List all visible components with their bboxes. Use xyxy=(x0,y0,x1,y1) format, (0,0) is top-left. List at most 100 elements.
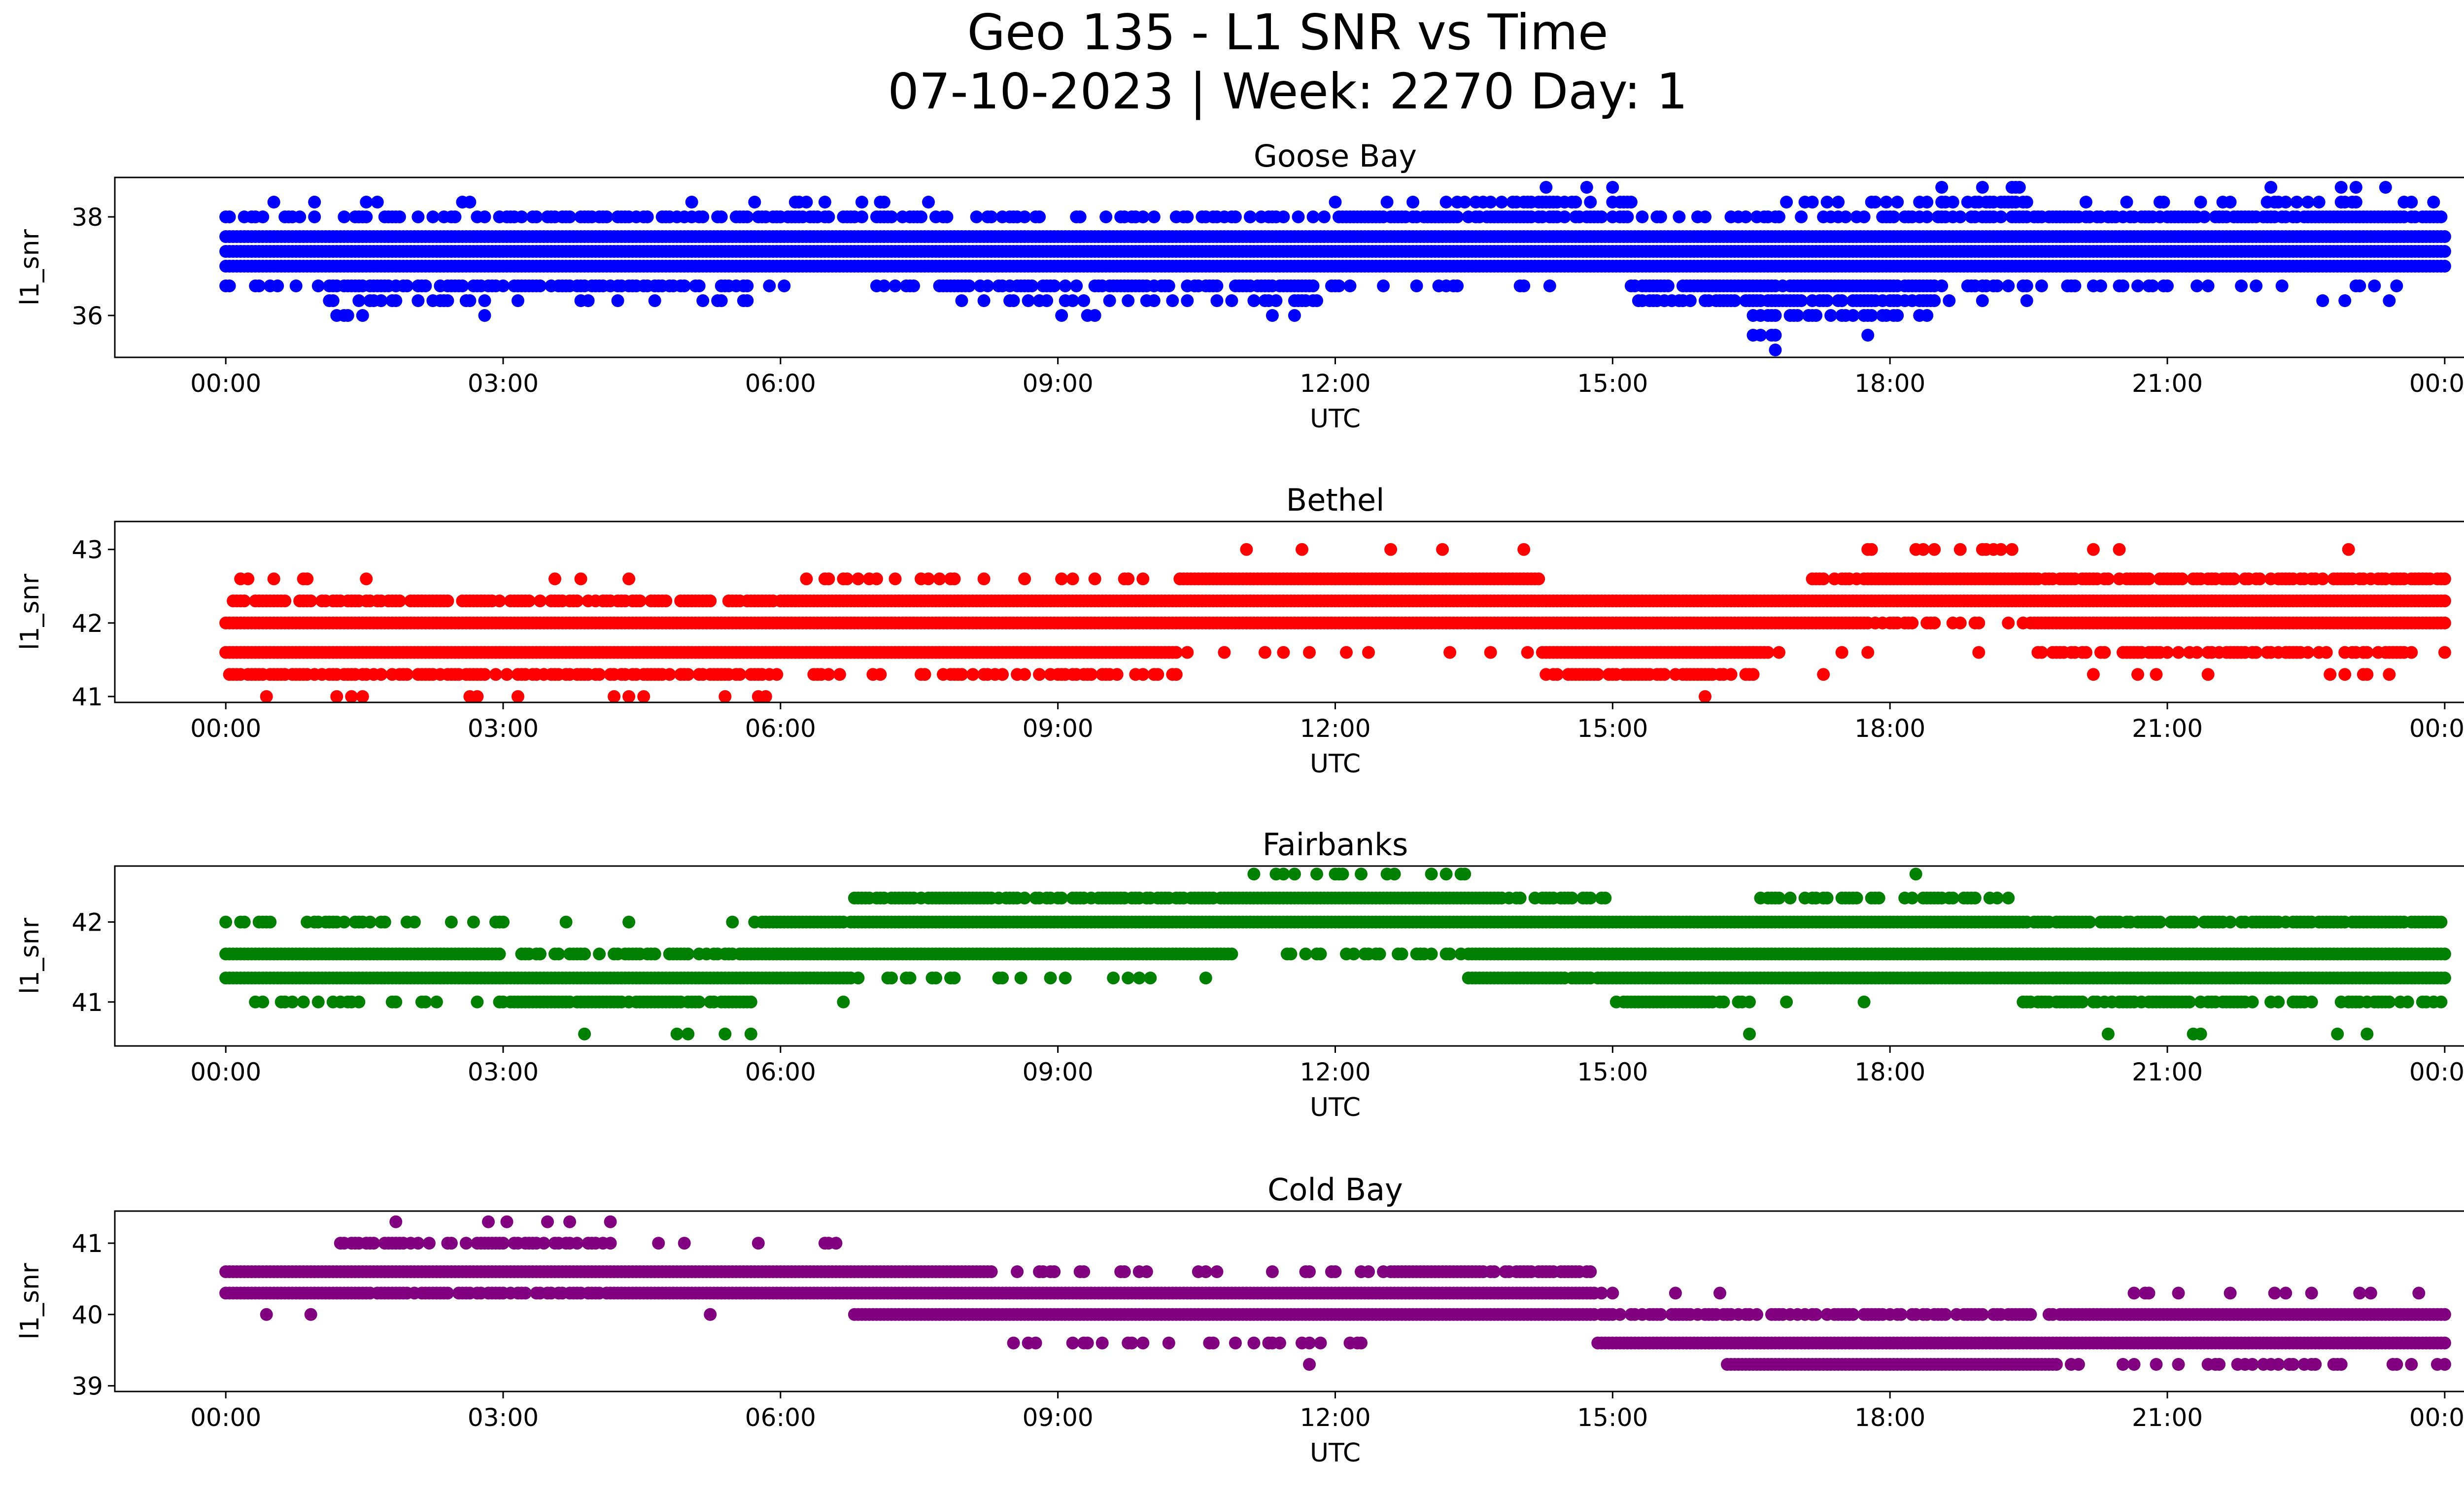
data-point xyxy=(2279,196,2293,209)
x-axis-label: UTC xyxy=(1310,749,1361,779)
data-point xyxy=(489,668,502,681)
data-point xyxy=(715,210,728,223)
data-point xyxy=(1773,646,1785,659)
data-point xyxy=(1269,294,1283,307)
data-point xyxy=(852,572,865,586)
data-point xyxy=(1584,196,1597,209)
data-point xyxy=(2353,279,2366,292)
data-point xyxy=(1820,294,1834,307)
data-point xyxy=(341,309,354,322)
scatter-series xyxy=(219,543,2451,702)
figure-title-line2: 07-10-2023 | Week: 2270 Day: 1 xyxy=(888,63,1687,120)
data-point xyxy=(2150,668,2163,681)
data-point xyxy=(389,294,403,307)
data-point xyxy=(1920,210,1934,223)
data-point xyxy=(1976,294,1989,307)
data-point xyxy=(2131,668,2144,681)
data-point xyxy=(1458,196,1472,209)
data-point xyxy=(1517,279,1531,292)
data-point xyxy=(977,294,991,307)
data-point xyxy=(2427,196,2440,209)
data-point xyxy=(548,572,561,586)
data-point xyxy=(922,196,935,209)
data-point xyxy=(2005,543,2019,556)
data-point xyxy=(907,279,920,292)
data-point xyxy=(682,668,695,681)
data-point xyxy=(741,210,754,223)
data-point xyxy=(1362,646,1375,659)
data-point xyxy=(933,572,946,586)
data-point xyxy=(1288,309,1301,322)
data-point xyxy=(419,279,432,292)
data-point xyxy=(1066,294,1079,307)
y-tick-label: 42 xyxy=(71,609,103,638)
data-point xyxy=(977,572,991,586)
data-point xyxy=(833,668,846,681)
data-point xyxy=(471,690,484,702)
x-tick-label: 15:00 xyxy=(1577,369,1648,398)
data-point xyxy=(1887,210,1900,223)
data-point xyxy=(889,279,902,292)
data-point xyxy=(267,572,280,586)
x-tick-label: 09:00 xyxy=(1023,714,1094,743)
data-point xyxy=(748,196,761,209)
data-point xyxy=(2117,279,2129,292)
data-point xyxy=(1928,616,1941,629)
data-point xyxy=(1891,309,1904,322)
data-point xyxy=(1110,668,1124,681)
data-point xyxy=(308,196,321,209)
data-point xyxy=(1484,196,1497,209)
data-point xyxy=(441,294,454,307)
data-point xyxy=(293,210,307,223)
data-point xyxy=(360,572,373,586)
x-tick-label: 09:00 xyxy=(1023,369,1094,398)
data-point xyxy=(1210,279,1224,292)
data-point xyxy=(962,279,976,292)
figure-title-line1: Geo 135 - L1 SNR vs Time xyxy=(967,3,1608,61)
data-point xyxy=(2438,646,2451,659)
data-point xyxy=(441,594,454,608)
data-point xyxy=(637,690,650,702)
data-point xyxy=(2438,260,2451,273)
data-point xyxy=(1543,279,1556,292)
data-point xyxy=(271,279,284,292)
data-point xyxy=(563,210,577,223)
data-point xyxy=(411,294,425,307)
data-point xyxy=(1296,543,1308,556)
data-point xyxy=(1953,543,1967,556)
data-point xyxy=(467,915,480,929)
data-point xyxy=(1384,543,1398,556)
data-point xyxy=(1773,210,1785,223)
data-point xyxy=(1817,572,1830,586)
data-point xyxy=(393,594,406,608)
data-point xyxy=(915,210,927,223)
data-point xyxy=(375,668,388,681)
data-point xyxy=(2438,572,2451,586)
data-point xyxy=(493,947,506,961)
data-point xyxy=(918,668,931,681)
x-tick-label: 03:00 xyxy=(468,369,539,398)
data-point xyxy=(1990,279,2004,292)
data-point xyxy=(408,915,421,929)
data-point xyxy=(1340,646,1353,659)
data-point xyxy=(2379,181,2392,194)
data-point xyxy=(1724,668,1738,681)
data-point xyxy=(371,196,384,209)
data-point xyxy=(2383,668,2396,681)
data-point xyxy=(375,294,388,307)
data-point xyxy=(2235,279,2248,292)
data-point xyxy=(840,572,854,586)
data-point xyxy=(1343,279,1357,292)
data-point xyxy=(1292,210,1305,223)
data-point xyxy=(733,668,747,681)
data-point xyxy=(1410,279,1423,292)
data-point xyxy=(219,915,233,929)
data-point xyxy=(1658,668,1671,681)
data-point xyxy=(1040,294,1054,307)
data-point xyxy=(1136,210,1150,223)
data-point xyxy=(1266,309,1279,322)
data-point xyxy=(2176,572,2189,586)
